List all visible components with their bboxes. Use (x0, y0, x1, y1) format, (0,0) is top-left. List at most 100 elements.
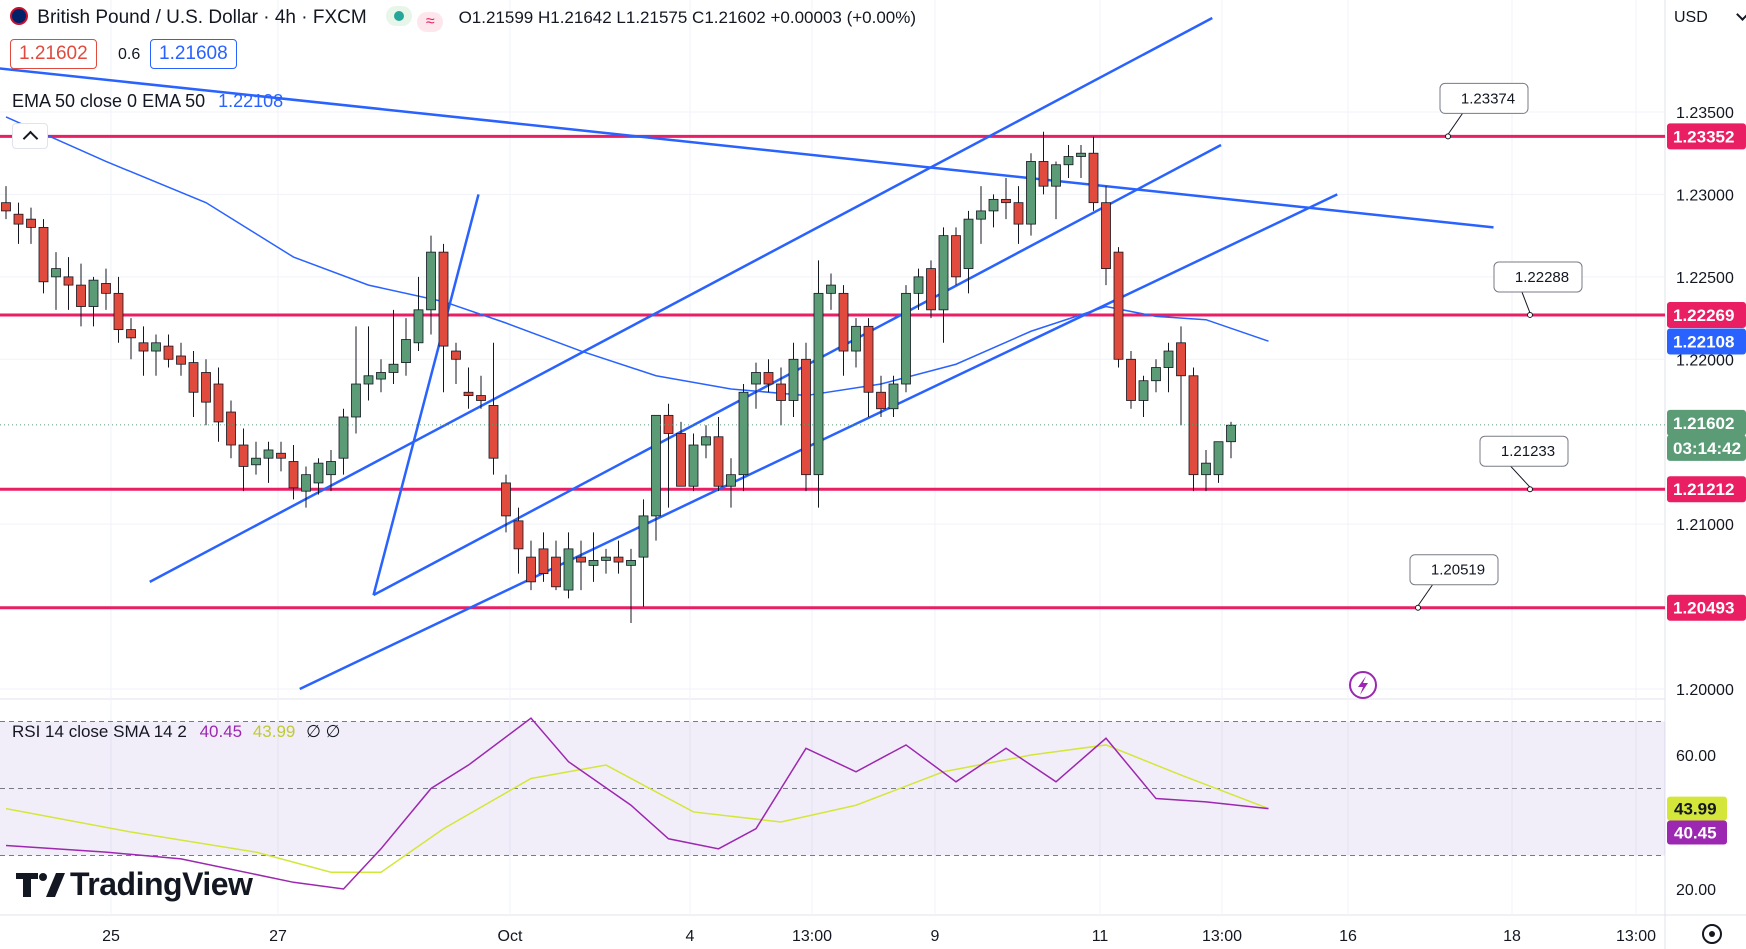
collapse-legend-button[interactable] (12, 123, 48, 149)
countdown-tag-bg (1667, 434, 1746, 461)
time-tick-label: 18 (1503, 928, 1521, 945)
uk-flag-icon (10, 7, 28, 25)
candle-down (1126, 358, 1136, 401)
candle-up (88, 279, 99, 307)
candle-down (613, 556, 624, 563)
ema-price-tag-text: 1.22108 (1673, 332, 1734, 351)
price-tick-label: 1.22000 (1676, 352, 1734, 369)
rsi-tick-label: 20.00 (1676, 882, 1716, 899)
candle-up (626, 560, 636, 566)
callout-label: 1.20519 (1431, 562, 1485, 579)
candle-down (76, 284, 86, 307)
rsi-tag-text: 40.45 (1674, 823, 1717, 842)
rsi-legend[interactable]: RSI 14 close SMA 14 2 40.45 43.99 ∅ ∅ (12, 722, 340, 742)
candle-up (888, 383, 899, 410)
price-callout: 1.21233 (1479, 435, 1569, 493)
candle-down (176, 355, 186, 365)
rsi-legend-value: 40.45 (199, 722, 243, 741)
chevron-down-icon (1736, 8, 1746, 21)
candle-up (401, 339, 411, 363)
settings-icon[interactable] (1702, 924, 1722, 944)
price-callout: 1.20519 (1409, 554, 1499, 611)
candle-up (426, 251, 436, 311)
candle-down (1013, 202, 1024, 225)
price-axis-panel[interactable] (1666, 0, 1746, 949)
sell-price-button[interactable]: 1.21602 (10, 39, 97, 69)
time-tick-label: 11 (1092, 928, 1109, 945)
countdown-tag-text: 03:14:42 (1673, 439, 1741, 458)
ema-legend[interactable]: EMA 50 close 0 EMA 50 1.22108 (12, 91, 283, 112)
candle-down (213, 383, 224, 423)
time-tick-label: 4 (686, 928, 695, 945)
candle-up (938, 235, 949, 311)
price-callout: 1.23374 (1439, 82, 1529, 140)
candle-up (251, 457, 261, 466)
candle-down (763, 372, 774, 385)
candle-up (1213, 441, 1224, 476)
rsi-sma-tag: 43.99 (1667, 796, 1727, 821)
candle-up (1063, 156, 1074, 166)
candle-down (238, 444, 249, 467)
candle-up (1076, 152, 1086, 157)
data-status-icon: ≈ (417, 12, 444, 32)
candle-up (963, 218, 974, 270)
ema-price-tag-bg (1667, 328, 1746, 355)
candle-up (363, 375, 374, 385)
callout-label: 1.22288 (1515, 269, 1569, 286)
trend-line (0, 67, 1494, 229)
candle-up (726, 474, 736, 487)
candle-down (288, 461, 299, 489)
callout-anchor (1527, 486, 1533, 493)
time-tick-label: 16 (1339, 928, 1357, 945)
buy-price-button[interactable]: 1.21608 (150, 39, 237, 69)
symbol-row: British Pound / U.S. Dollar · 4h · FXCM … (10, 6, 916, 32)
trend-line (149, 16, 1213, 583)
currency-label[interactable]: USD (1674, 8, 1746, 27)
chevron-up-icon (22, 130, 38, 147)
rsi-sma-line (5, 744, 1269, 873)
callout-box (1493, 261, 1583, 293)
price-tick-label: 1.20000 (1676, 682, 1734, 699)
level-price-tag-text: 1.21212 (1673, 480, 1734, 499)
level-price-tag-bg (1667, 123, 1746, 150)
candle-down (1101, 202, 1111, 270)
rsi-tag: 40.45 (1667, 820, 1727, 845)
rsi-sma-legend-value: 43.99 (252, 722, 296, 741)
candle-down (276, 452, 286, 459)
callout-anchor (1445, 133, 1451, 140)
tradingview-logo (16, 873, 65, 897)
candle-down (13, 213, 24, 225)
candle-up (1151, 367, 1161, 382)
candle-up (988, 198, 999, 212)
level-price-tag-text: 1.22269 (1673, 306, 1734, 325)
candle-down (676, 433, 686, 487)
callout-anchor (1527, 311, 1533, 318)
level-price-tag-bg (1667, 476, 1746, 503)
spread-value: 0.6 (118, 46, 141, 63)
symbol-title[interactable]: British Pound / U.S. Dollar · 4h · FXCM (37, 7, 367, 28)
price-tick-label: 1.23500 (1676, 105, 1734, 122)
callout-anchor (1415, 604, 1421, 611)
candle-down (201, 372, 211, 403)
level-price-tag-text: 1.23352 (1673, 127, 1734, 146)
brand-name: TradingView (70, 866, 253, 902)
candle-down (1176, 342, 1186, 377)
candle-down (1, 202, 11, 212)
callout-label: 1.21233 (1501, 443, 1555, 460)
candle-up (913, 276, 924, 294)
candle-down (438, 251, 449, 347)
last-price-tag-text: 1.21602 (1673, 414, 1734, 433)
candle-down (26, 218, 36, 228)
candle-up (601, 556, 611, 561)
candle-up (638, 515, 649, 558)
callout-box (1439, 82, 1529, 114)
candle-down (576, 556, 586, 563)
candle-up (1226, 424, 1236, 443)
candle-down (876, 391, 886, 410)
candle-down (63, 276, 74, 286)
candle-down (526, 556, 536, 583)
level-price-tag: 1.20493 (1667, 594, 1746, 621)
candle-up (851, 325, 861, 352)
lightning-icon[interactable] (1349, 671, 1377, 699)
